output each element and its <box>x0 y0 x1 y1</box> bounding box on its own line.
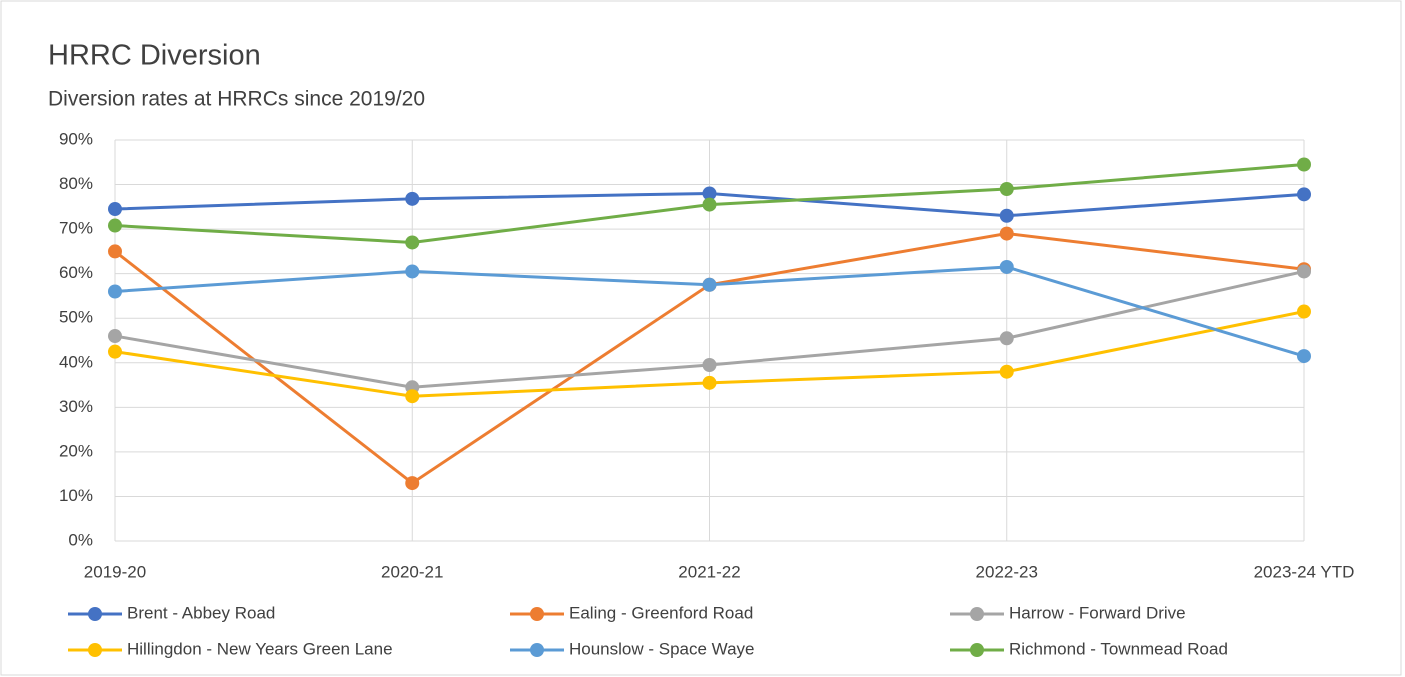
y-tick-label: 10% <box>59 486 93 505</box>
data-point <box>702 375 717 390</box>
data-point <box>108 344 122 359</box>
y-tick-label: 0% <box>68 530 93 549</box>
data-point <box>702 197 717 212</box>
data-point <box>108 244 122 259</box>
data-point <box>405 476 420 491</box>
data-point <box>999 208 1014 223</box>
legend-label: Hounslow - Space Waye <box>569 639 755 658</box>
legend-marker <box>970 607 984 621</box>
legend-label: Harrow - Forward Drive <box>1009 603 1186 622</box>
x-tick-label: 2019-20 <box>84 562 146 581</box>
legend-marker <box>88 643 102 657</box>
chart-subtitle: Diversion rates at HRRCs since 2019/20 <box>48 88 425 111</box>
data-point <box>405 235 420 250</box>
legend-marker <box>88 607 102 621</box>
y-tick-label: 60% <box>59 263 93 282</box>
x-tick-label: 2021-22 <box>678 562 740 581</box>
data-point <box>405 264 420 279</box>
data-point <box>1297 264 1311 279</box>
x-tick-label: 2020-21 <box>381 562 443 581</box>
y-tick-label: 20% <box>59 441 93 460</box>
legend-label: Brent - Abbey Road <box>127 603 275 622</box>
data-point <box>702 277 717 292</box>
data-point <box>1297 349 1311 364</box>
data-point <box>108 218 122 233</box>
data-point <box>1297 157 1311 172</box>
legend-marker <box>530 643 544 657</box>
legend-label: Richmond - Townmead Road <box>1009 639 1228 658</box>
data-point <box>405 191 420 206</box>
legend-label: Ealing - Greenford Road <box>569 603 753 622</box>
x-tick-label: 2023-24 YTD <box>1254 562 1355 581</box>
data-point <box>108 284 122 299</box>
data-point <box>108 329 122 344</box>
data-point <box>405 389 420 404</box>
data-point <box>1297 304 1311 319</box>
legend-marker <box>530 607 544 621</box>
x-tick-label: 2022-23 <box>976 562 1038 581</box>
y-tick-label: 80% <box>59 174 93 193</box>
y-tick-label: 30% <box>59 397 93 416</box>
y-tick-label: 70% <box>59 219 93 238</box>
data-point <box>1297 187 1311 202</box>
data-point <box>999 364 1014 379</box>
y-tick-label: 40% <box>59 352 93 371</box>
data-point <box>999 226 1014 241</box>
y-tick-label: 50% <box>59 308 93 327</box>
chart-title: HRRC Diversion <box>48 40 261 72</box>
legend-marker <box>970 643 984 657</box>
data-point <box>702 358 717 373</box>
legend-label: Hillingdon - New Years Green Lane <box>127 639 393 658</box>
data-point <box>702 186 717 201</box>
data-point <box>999 182 1014 197</box>
data-point <box>999 259 1014 274</box>
data-point <box>999 331 1014 346</box>
data-point <box>108 202 122 217</box>
y-tick-label: 90% <box>59 129 93 148</box>
